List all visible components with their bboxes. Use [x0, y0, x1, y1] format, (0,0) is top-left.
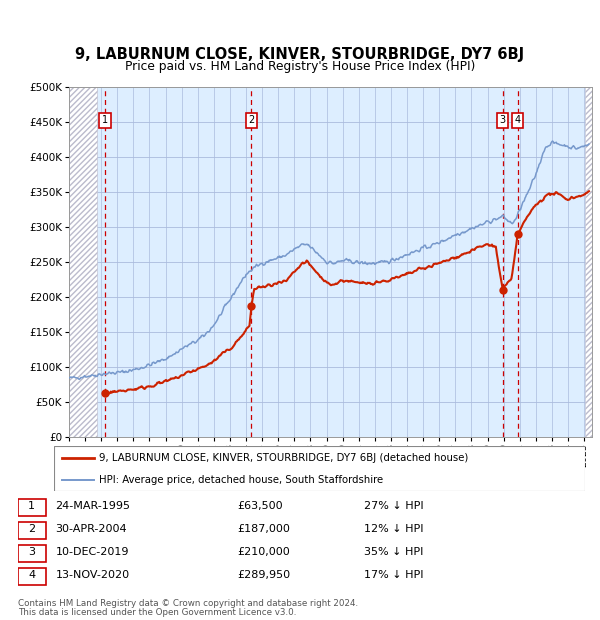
Text: This data is licensed under the Open Government Licence v3.0.: This data is licensed under the Open Gov…: [18, 608, 296, 617]
Text: 10-DEC-2019: 10-DEC-2019: [55, 547, 129, 557]
Text: 4: 4: [515, 115, 521, 125]
Text: 2: 2: [248, 115, 254, 125]
Text: Contains HM Land Registry data © Crown copyright and database right 2024.: Contains HM Land Registry data © Crown c…: [18, 600, 358, 608]
Text: 13-NOV-2020: 13-NOV-2020: [55, 570, 130, 580]
Text: 3: 3: [28, 547, 35, 557]
Text: 1: 1: [28, 501, 35, 511]
Text: £210,000: £210,000: [237, 547, 290, 557]
Text: Price paid vs. HM Land Registry's House Price Index (HPI): Price paid vs. HM Land Registry's House …: [125, 60, 475, 73]
Text: 2: 2: [28, 524, 35, 534]
FancyBboxPatch shape: [18, 568, 46, 585]
Text: £63,500: £63,500: [237, 501, 283, 511]
Text: £187,000: £187,000: [237, 524, 290, 534]
FancyBboxPatch shape: [18, 545, 46, 562]
Text: HPI: Average price, detached house, South Staffordshire: HPI: Average price, detached house, Sout…: [99, 475, 383, 485]
Text: 17% ↓ HPI: 17% ↓ HPI: [364, 570, 423, 580]
Text: 27% ↓ HPI: 27% ↓ HPI: [364, 501, 423, 511]
Text: 3: 3: [500, 115, 506, 125]
Text: 35% ↓ HPI: 35% ↓ HPI: [364, 547, 423, 557]
FancyBboxPatch shape: [18, 522, 46, 539]
Text: 9, LABURNUM CLOSE, KINVER, STOURBRIDGE, DY7 6BJ: 9, LABURNUM CLOSE, KINVER, STOURBRIDGE, …: [76, 47, 524, 62]
Text: 4: 4: [28, 570, 35, 580]
Text: 1: 1: [102, 115, 108, 125]
FancyBboxPatch shape: [54, 446, 585, 491]
Text: 24-MAR-1995: 24-MAR-1995: [55, 501, 130, 511]
FancyBboxPatch shape: [18, 499, 46, 516]
Text: 12% ↓ HPI: 12% ↓ HPI: [364, 524, 423, 534]
Text: 9, LABURNUM CLOSE, KINVER, STOURBRIDGE, DY7 6BJ (detached house): 9, LABURNUM CLOSE, KINVER, STOURBRIDGE, …: [99, 453, 469, 464]
Text: £289,950: £289,950: [237, 570, 290, 580]
Text: 30-APR-2004: 30-APR-2004: [55, 524, 127, 534]
